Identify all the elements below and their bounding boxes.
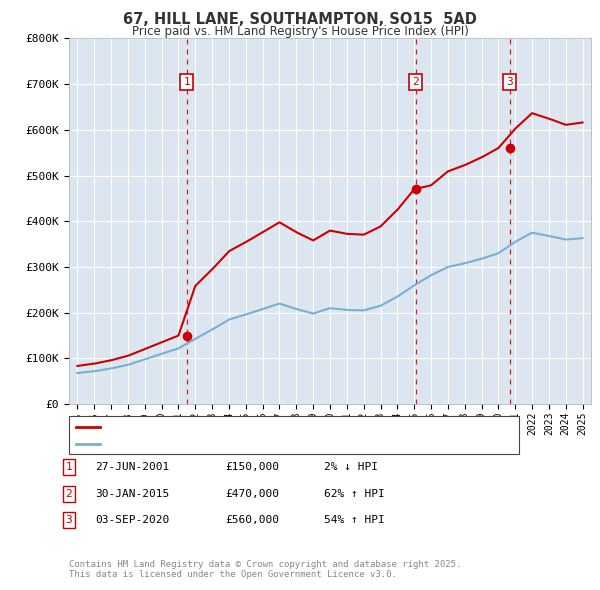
Text: 3: 3: [65, 516, 73, 525]
Text: HPI: Average price, detached house, Southampton: HPI: Average price, detached house, Sout…: [103, 438, 397, 448]
Text: 67, HILL LANE, SOUTHAMPTON, SO15 5AD (detached house): 67, HILL LANE, SOUTHAMPTON, SO15 5AD (de…: [103, 422, 434, 432]
Text: 2% ↓ HPI: 2% ↓ HPI: [324, 463, 378, 472]
Text: £470,000: £470,000: [225, 489, 279, 499]
Text: 67, HILL LANE, SOUTHAMPTON, SO15  5AD: 67, HILL LANE, SOUTHAMPTON, SO15 5AD: [123, 12, 477, 27]
Text: Price paid vs. HM Land Registry's House Price Index (HPI): Price paid vs. HM Land Registry's House …: [131, 25, 469, 38]
Text: 03-SEP-2020: 03-SEP-2020: [95, 516, 169, 525]
Text: 27-JUN-2001: 27-JUN-2001: [95, 463, 169, 472]
Text: 1: 1: [65, 463, 73, 472]
Text: £150,000: £150,000: [225, 463, 279, 472]
Text: 62% ↑ HPI: 62% ↑ HPI: [324, 489, 385, 499]
Text: 1: 1: [184, 77, 190, 87]
Text: 30-JAN-2015: 30-JAN-2015: [95, 489, 169, 499]
Text: 2: 2: [412, 77, 419, 87]
Text: 2: 2: [65, 489, 73, 499]
Text: 54% ↑ HPI: 54% ↑ HPI: [324, 516, 385, 525]
Text: £560,000: £560,000: [225, 516, 279, 525]
Text: Contains HM Land Registry data © Crown copyright and database right 2025.
This d: Contains HM Land Registry data © Crown c…: [69, 560, 461, 579]
Text: 3: 3: [506, 77, 513, 87]
